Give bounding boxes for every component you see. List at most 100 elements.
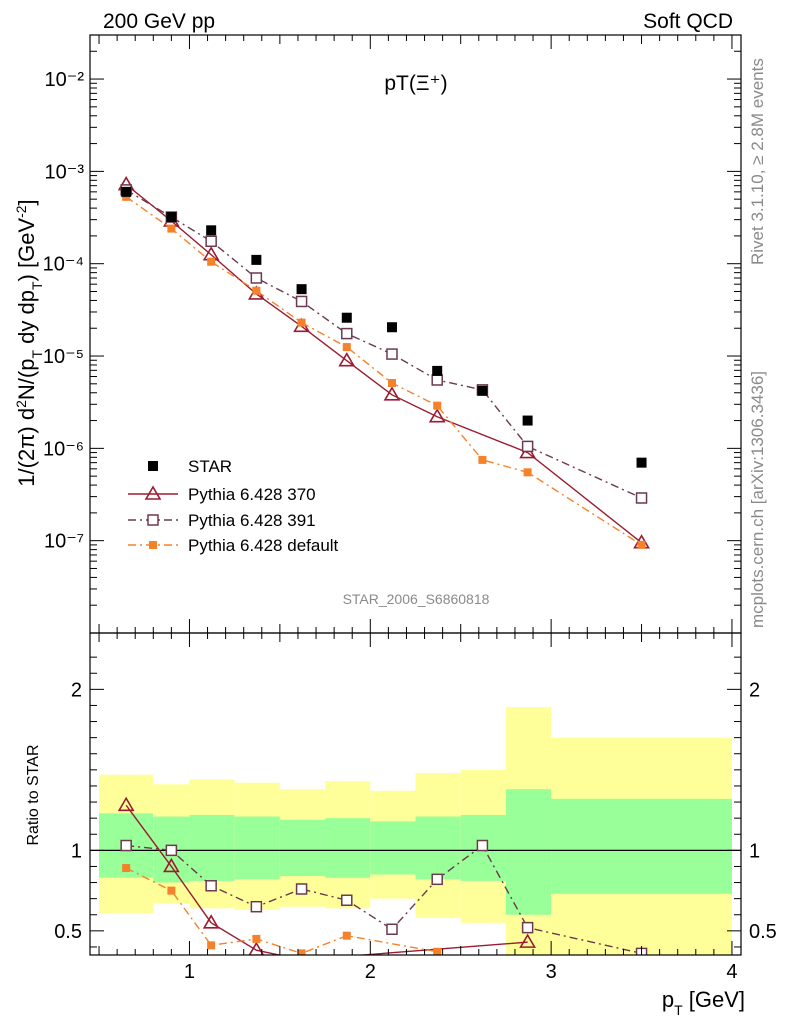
- source-label: mcplots.cern.ch [arXiv:1306.3436]: [748, 371, 767, 628]
- analysis-label: STAR_2006_S6860818: [343, 591, 490, 607]
- data-point: [637, 540, 646, 549]
- band-inner: [505, 789, 552, 915]
- data-point: [251, 254, 262, 265]
- ratio-frame: [89, 632, 742, 956]
- data-point: [387, 379, 396, 388]
- legend-marker: [148, 461, 158, 471]
- ratio-data-point: [120, 839, 132, 852]
- x-tick-label: 3: [546, 961, 557, 983]
- ratio-data-point: [521, 921, 534, 934]
- data-point: [206, 225, 217, 236]
- ratio-data-point: [207, 941, 216, 950]
- plot-title: pT(Ξ⁺): [384, 72, 447, 95]
- data-point: [167, 224, 176, 233]
- data-point: [205, 235, 217, 248]
- data-point: [432, 365, 443, 376]
- main-y-axis-title: 1/(2π) d2N/(pT dy dpT) [GeV-2]: [13, 199, 45, 486]
- band-inner: [415, 816, 461, 880]
- data-point: [431, 374, 443, 386]
- legend-entry: Pythia 6.428 370: [128, 485, 316, 504]
- band-inner: [325, 818, 371, 878]
- rivet-version-label: Rivet 3.1.10, ≥ 2.8M events: [748, 58, 767, 265]
- ratio-y-tick-label: 1: [71, 840, 82, 862]
- data-point: [386, 348, 398, 360]
- ratio-data-point: [252, 934, 261, 943]
- x-tick-label: 2: [365, 961, 376, 983]
- plot-frames: 10⁻⁷ 10⁻⁶ 10⁻⁵ 10⁻⁴ 10⁻³ 10⁻² 1 2 3 4 0.5 0.5 1 1 2 2: [43, 34, 777, 983]
- series-pythia-6-428-391: [120, 184, 648, 504]
- band-inner: [370, 821, 416, 875]
- legend-entry: Pythia 6.428 391: [128, 511, 316, 530]
- data-point: [341, 312, 352, 323]
- data-point: [521, 440, 534, 453]
- legend-entry: Pythia 6.428 default: [128, 536, 339, 555]
- ratio-data-point: [431, 873, 443, 886]
- ratio-data-point: [476, 839, 489, 852]
- band-inner: [189, 814, 235, 881]
- legend-marker: [147, 514, 159, 526]
- data-point: [250, 272, 263, 284]
- band-inner: [551, 798, 732, 894]
- ratio-data-point: [122, 864, 131, 873]
- ratio-data-point: [117, 796, 135, 812]
- y-tick-label: 10⁻³: [45, 161, 85, 183]
- legend-label: STAR: [188, 457, 232, 476]
- data-point: [383, 386, 401, 401]
- ratio-data-point: [248, 941, 265, 955]
- data-point: [386, 322, 397, 333]
- data-point: [295, 295, 308, 308]
- legend-label: Pythia 6.428 default: [188, 536, 339, 555]
- ratio-data-point: [205, 880, 217, 892]
- ratio-uncertainty-bands: [90, 707, 741, 955]
- series-line: [125, 196, 642, 546]
- series-line: [125, 189, 642, 499]
- ratio-y-tick-label: 2: [749, 679, 760, 701]
- band-inner: [279, 819, 326, 877]
- ratio-plot: [117, 796, 648, 955]
- y-tick-label: 10⁻⁵: [43, 346, 84, 368]
- legend: STAR Pythia 6.428 370 Pythia 6.428 391 Pyth…: [128, 457, 339, 555]
- data-point: [636, 457, 647, 468]
- y-tick-label: 10⁻⁴: [43, 254, 84, 276]
- legend-marker: [149, 541, 157, 549]
- data-point: [121, 186, 132, 197]
- ratio-y-tick-label: 0.5: [54, 921, 82, 943]
- ratio-data-point: [162, 857, 180, 873]
- legend-entry: STAR: [148, 457, 232, 476]
- ratio-data-point: [295, 883, 308, 895]
- band-inner: [234, 816, 280, 880]
- data-point: [522, 415, 533, 426]
- ratio-y-axis-title: Ratio to STAR: [25, 744, 42, 845]
- ratio-series-line: [125, 804, 528, 955]
- ratio-series-pythia-6-428-370: [117, 796, 537, 955]
- series-pythia-6-428-default: [122, 192, 646, 549]
- y-tick-label: 10⁻²: [45, 69, 85, 91]
- data-point: [166, 212, 177, 223]
- y-tick-label: 10⁻⁷: [44, 531, 84, 553]
- header-right-label: Soft QCD: [643, 10, 733, 33]
- ratio-data-point: [165, 844, 178, 857]
- x-tick-label: 4: [726, 961, 737, 983]
- ratio-data-point: [341, 894, 353, 907]
- data-point: [252, 286, 261, 295]
- ratio-data-point: [519, 933, 537, 948]
- ratio-series-pythia-6-428-391: [120, 839, 648, 955]
- ratio-data-point: [433, 947, 442, 955]
- ratio-series-pythia-6-428-default: [122, 864, 442, 955]
- legend-marker: [144, 485, 162, 500]
- data-point: [523, 468, 532, 477]
- data-point: [478, 455, 487, 464]
- ratio-data-point: [297, 949, 306, 955]
- y-tick-label: 10⁻⁶: [43, 438, 84, 460]
- data-point: [341, 327, 353, 340]
- x-tick-label: 1: [184, 961, 195, 983]
- data-point: [296, 284, 307, 295]
- series-star: [121, 186, 647, 468]
- x-axis-title: pT [GeV]: [662, 987, 745, 1018]
- data-point: [342, 343, 351, 352]
- ratio-series-line: [126, 844, 642, 955]
- legend-label: Pythia 6.428 391: [188, 511, 316, 530]
- data-point: [338, 352, 356, 367]
- ratio-y-tick-label: 1: [749, 840, 760, 862]
